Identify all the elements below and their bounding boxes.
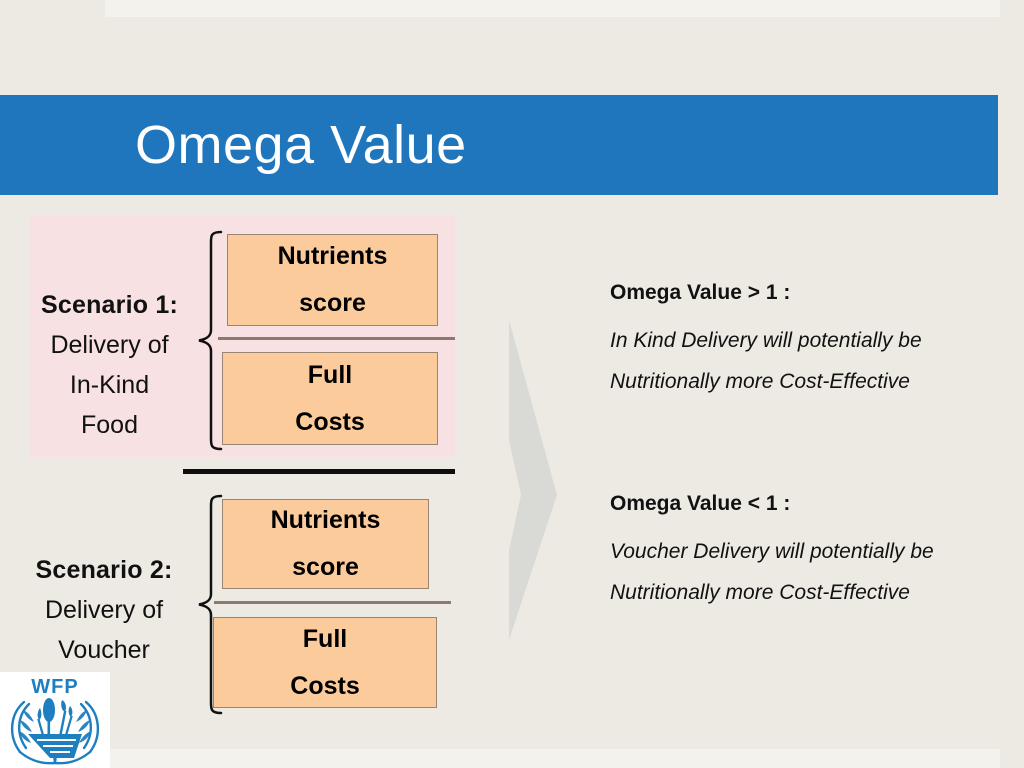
wfp-emblem-icon [11,698,99,765]
scenario-1-line-2: In-Kind [69,371,150,399]
scenario-2-heading: Scenario 2: [35,556,173,584]
scenario-2-nutrients-line-2: score [292,553,359,581]
scenario-1-nutrients-line-1: Nutrients [277,242,388,270]
conclusion-2-heading: Omega Value < 1 : [610,492,791,515]
main-fraction-bar [183,469,455,474]
scenario-2-line-1: Delivery of [44,596,164,624]
scenario-1-costs-line-2: Costs [295,407,365,436]
scenario-1-costs-box: Full Costs [222,352,438,445]
conclusion-1-line-1: In Kind Delivery will potentially be [610,329,922,352]
title-banner [0,95,998,195]
right-arrow-icon [509,320,557,640]
conclusion-2-line-2: Nutritionally more Cost-Effective [610,581,910,604]
scenario-1-costs-line-1: Full [307,360,353,389]
scenario-1-label: Scenario 1: Delivery of In-Kind Food [22,285,197,445]
bottom-edge-band [105,749,1000,768]
scenario-2-nutrients-line-1: Nutrients [270,506,381,534]
scenario-1-nutrients-box: Nutrients score [227,234,438,326]
scenario-2-brace-icon [198,494,223,715]
scenario-2-costs-line-2: Costs [290,671,360,700]
wfp-logo: WFP [0,672,110,768]
conclusion-block-greater-than-one: Omega Value > 1 : In Kind Delivery will … [610,278,1010,402]
conclusion-1-line-2: Nutritionally more Cost-Effective [610,370,910,393]
scenario-1-brace-icon [198,230,223,451]
scenario-2-label: Scenario 2: Delivery of Voucher [14,550,194,670]
conclusion-1-heading: Omega Value > 1 : [610,281,791,304]
wfp-logo-text: WFP [31,676,79,698]
scenario-1-heading: Scenario 1: [41,291,178,319]
page-title: Omega Value [135,115,467,175]
scenario-1-nutrients-line-2: score [299,289,366,317]
scenario-1-inner-divider [218,337,455,340]
scenario-1-line-1: Delivery of [50,331,169,359]
scenario-2-line-2: Voucher [58,636,150,664]
conclusion-2-line-1: Voucher Delivery will potentially be [610,540,934,563]
top-edge-band [105,0,1000,17]
scenario-2-nutrients-box: Nutrients score [222,499,429,589]
scenario-2-costs-box: Full Costs [213,617,437,708]
scenario-2-costs-line-1: Full [302,624,348,653]
conclusion-block-less-than-one: Omega Value < 1 : Voucher Delivery will … [610,489,1010,613]
scenario-2-inner-divider [214,601,451,604]
scenario-1-line-3: Food [81,411,138,439]
